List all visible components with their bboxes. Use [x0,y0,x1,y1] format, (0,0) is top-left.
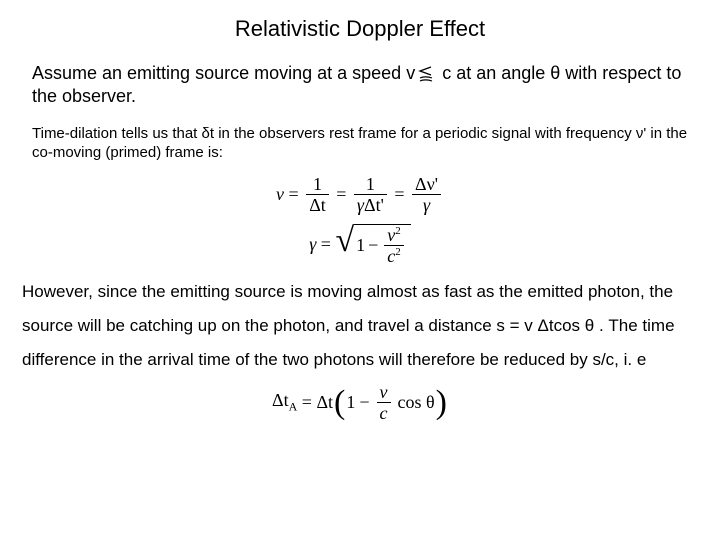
eq3-dt: Δt [272,390,289,410]
sqrt-icon: √ [335,226,354,267]
eq1-dtprime: Δt' [364,195,384,215]
eq3-dt-rhs: Δt [316,392,333,413]
explanation-paragraph: However, since the emitting source is mo… [22,275,698,377]
eq1-frac3: Δν' γ [412,175,441,214]
page-title: Relativistic Doppler Effect [22,16,698,42]
eq3-lhs: ΔtA [272,390,297,415]
eq1-f2-num: 1 [363,175,378,193]
time-dilation-paragraph: Time-dilation tells us that δt in the ob… [32,125,698,163]
right-paren-icon: ) [436,389,447,416]
eq3-frac: v c [377,383,391,422]
left-paren-icon: ( [334,389,345,416]
eq1-frac1: 1 Δt [306,175,329,214]
eq2-vsq: 2 [395,225,401,237]
eq2-lhs: γ [309,234,316,255]
intro-text-a: Assume an emitting source moving at a sp… [32,63,415,83]
eq1-gamma: γ [357,195,364,215]
eq3-minus: − [359,392,369,413]
equation-block-2: ΔtA = Δt ( 1 − v c cos θ ) [22,383,698,422]
eq2-one: 1 [356,235,365,256]
eq3-c: c [377,404,391,422]
eq-sign: = [297,392,316,413]
eq1-frac2: 1 γΔt' [354,175,387,214]
eq-sign: = [332,184,351,205]
equation-dtA: ΔtA = Δt ( 1 − v c cos θ ) [272,383,448,422]
eq1-f3-num: Δν' [412,175,441,193]
eq1-f2-den: γΔt' [354,196,387,214]
eq3-costheta: cos θ [398,392,435,413]
eq-sign: = [390,184,409,205]
equation-gamma: γ = √ 1 − v2 c2 [309,224,411,265]
eq1-f1-den: Δt [306,196,329,214]
eq2-csq: 2 [395,246,401,258]
eq3-sub-A: A [289,399,298,413]
eq2-sqrt: √ 1 − v2 c2 [335,224,410,265]
eq2-den: c2 [384,247,404,265]
eq2-minus: − [368,235,378,256]
eq2-frac: v2 c2 [384,226,404,265]
slide-page: Relativistic Doppler Effect Assume an em… [0,0,720,540]
eq3-v: v [377,383,391,401]
approx-less-icon [417,66,435,82]
eq1-lhs: ν [276,184,284,205]
equation-block-1: ν = 1 Δt = 1 γΔt' = Δν' γ γ = [22,175,698,265]
intro-paragraph: Assume an emitting source moving at a sp… [32,62,698,107]
eq-sign: = [284,184,303,205]
eq2-radicand: 1 − v2 c2 [354,224,411,265]
eq1-f1-num: 1 [310,175,325,193]
eq2-num: v2 [384,226,404,244]
eq-sign: = [316,234,335,255]
eq1-f3-den: γ [420,196,433,214]
equation-nu: ν = 1 Δt = 1 γΔt' = Δν' γ [276,175,444,214]
eq3-one: 1 [346,392,355,413]
